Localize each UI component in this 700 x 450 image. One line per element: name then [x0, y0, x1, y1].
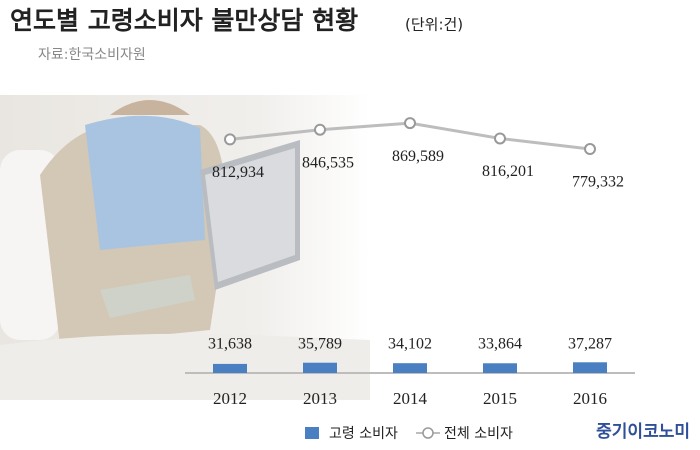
line-point — [494, 132, 506, 145]
background-photo — [0, 95, 370, 400]
value-label: 869,589 — [392, 148, 444, 165]
bar — [483, 363, 517, 373]
brand: 중기이코노미 — [596, 422, 690, 442]
legend-swatch — [305, 427, 319, 439]
bar — [573, 362, 607, 373]
line-point — [404, 117, 416, 130]
unit-label: (단위:건) — [405, 16, 463, 34]
chart-title: 연도별 고령소비자 불만상담 현황 — [10, 6, 358, 35]
x-tick-label: 2012 — [213, 389, 247, 408]
value-label: 37,287 — [568, 336, 612, 353]
line-point — [314, 123, 326, 136]
bar — [213, 363, 247, 373]
legend-label: 전체 소비자 — [444, 426, 513, 442]
value-label: 31,638 — [208, 336, 252, 353]
value-label: 35,789 — [298, 336, 342, 353]
line-point — [224, 133, 236, 146]
bar — [393, 363, 427, 373]
x-tick-label: 2013 — [303, 389, 337, 408]
x-tick-label: 2014 — [393, 389, 428, 408]
value-label: 779,332 — [572, 174, 624, 191]
subtitle: 자료:한국소비자원 — [38, 47, 146, 63]
bar — [303, 362, 337, 373]
value-label: 34,102 — [388, 336, 432, 353]
value-label: 33,864 — [478, 336, 522, 353]
value-label: 846,535 — [302, 154, 354, 171]
legend-label: 고령 소비자 — [329, 426, 398, 442]
legend-swatch — [422, 427, 434, 439]
value-label: 816,201 — [482, 163, 534, 180]
x-tick-label: 2016 — [573, 389, 607, 408]
x-tick-label: 2015 — [483, 389, 517, 408]
line-point — [584, 143, 596, 156]
value-label: 812,934 — [212, 164, 264, 181]
